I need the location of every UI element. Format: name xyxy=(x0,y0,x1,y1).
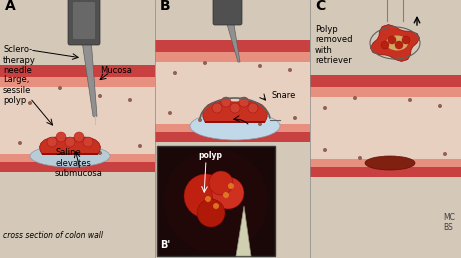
Circle shape xyxy=(358,156,362,160)
Circle shape xyxy=(48,148,52,152)
Polygon shape xyxy=(310,167,461,177)
FancyBboxPatch shape xyxy=(213,0,242,25)
Circle shape xyxy=(402,36,410,44)
Circle shape xyxy=(209,171,233,195)
Circle shape xyxy=(198,118,202,122)
Circle shape xyxy=(47,137,57,147)
Ellipse shape xyxy=(386,36,408,51)
Ellipse shape xyxy=(190,112,280,140)
Circle shape xyxy=(98,151,102,155)
Circle shape xyxy=(443,152,447,156)
Circle shape xyxy=(212,177,244,209)
Polygon shape xyxy=(236,206,251,256)
Bar xyxy=(0,0,155,258)
Polygon shape xyxy=(155,40,310,52)
Polygon shape xyxy=(155,132,310,142)
Text: MC
BS: MC BS xyxy=(443,213,455,232)
Polygon shape xyxy=(155,124,310,132)
Circle shape xyxy=(173,71,177,75)
Circle shape xyxy=(408,159,412,163)
Circle shape xyxy=(258,64,262,68)
Ellipse shape xyxy=(365,156,415,170)
Polygon shape xyxy=(155,62,310,124)
Circle shape xyxy=(228,183,234,189)
Circle shape xyxy=(184,174,228,218)
Circle shape xyxy=(98,94,102,98)
Text: polyp: polyp xyxy=(198,151,222,160)
Ellipse shape xyxy=(30,145,110,167)
Circle shape xyxy=(74,132,84,142)
Circle shape xyxy=(248,103,258,113)
Polygon shape xyxy=(310,159,461,167)
Circle shape xyxy=(197,199,225,227)
Polygon shape xyxy=(155,52,310,62)
Text: Polyp
removed
with
retriever: Polyp removed with retriever xyxy=(315,25,353,65)
Circle shape xyxy=(288,68,292,72)
Circle shape xyxy=(353,96,357,100)
Circle shape xyxy=(293,116,297,120)
Circle shape xyxy=(65,137,75,147)
FancyBboxPatch shape xyxy=(73,2,95,39)
Circle shape xyxy=(138,144,142,148)
Circle shape xyxy=(381,41,389,49)
Bar xyxy=(310,0,461,258)
Polygon shape xyxy=(0,154,155,162)
FancyBboxPatch shape xyxy=(68,0,100,45)
Circle shape xyxy=(223,192,229,198)
Polygon shape xyxy=(220,0,240,62)
Circle shape xyxy=(213,203,219,209)
Circle shape xyxy=(212,103,222,113)
Text: Large,
sessile
polyp: Large, sessile polyp xyxy=(3,75,31,105)
Text: Saline
elevates
submucosa: Saline elevates submucosa xyxy=(55,148,103,178)
Circle shape xyxy=(388,36,396,44)
Circle shape xyxy=(164,149,268,253)
Circle shape xyxy=(58,86,62,90)
Circle shape xyxy=(258,122,262,126)
Circle shape xyxy=(239,97,249,107)
Polygon shape xyxy=(40,137,100,154)
Circle shape xyxy=(18,141,22,145)
Circle shape xyxy=(205,196,211,202)
Text: Snare: Snare xyxy=(272,91,296,100)
Circle shape xyxy=(28,101,32,105)
Polygon shape xyxy=(310,75,461,87)
Text: cross section of colon wall: cross section of colon wall xyxy=(3,231,103,240)
Bar xyxy=(155,0,310,258)
Polygon shape xyxy=(203,101,267,122)
Polygon shape xyxy=(310,87,461,97)
Polygon shape xyxy=(310,97,461,159)
Circle shape xyxy=(221,97,231,107)
Circle shape xyxy=(438,104,442,108)
Circle shape xyxy=(56,132,66,142)
Polygon shape xyxy=(0,87,155,154)
Circle shape xyxy=(128,98,132,102)
Circle shape xyxy=(395,41,403,49)
Circle shape xyxy=(408,98,412,102)
Text: B': B' xyxy=(160,240,170,250)
Text: Sclero-
therapy
needle: Sclero- therapy needle xyxy=(3,45,36,75)
Circle shape xyxy=(230,103,240,113)
Circle shape xyxy=(203,61,207,65)
Polygon shape xyxy=(0,77,155,87)
Text: Mucosa: Mucosa xyxy=(100,66,132,75)
Circle shape xyxy=(168,111,172,115)
Polygon shape xyxy=(0,162,155,172)
Text: B: B xyxy=(160,0,171,13)
Polygon shape xyxy=(0,65,155,77)
Polygon shape xyxy=(76,0,97,117)
Circle shape xyxy=(323,106,327,110)
Circle shape xyxy=(83,137,93,147)
Polygon shape xyxy=(370,25,420,61)
Bar xyxy=(157,146,275,256)
Circle shape xyxy=(323,148,327,152)
Text: A: A xyxy=(5,0,16,13)
Text: C: C xyxy=(315,0,325,13)
